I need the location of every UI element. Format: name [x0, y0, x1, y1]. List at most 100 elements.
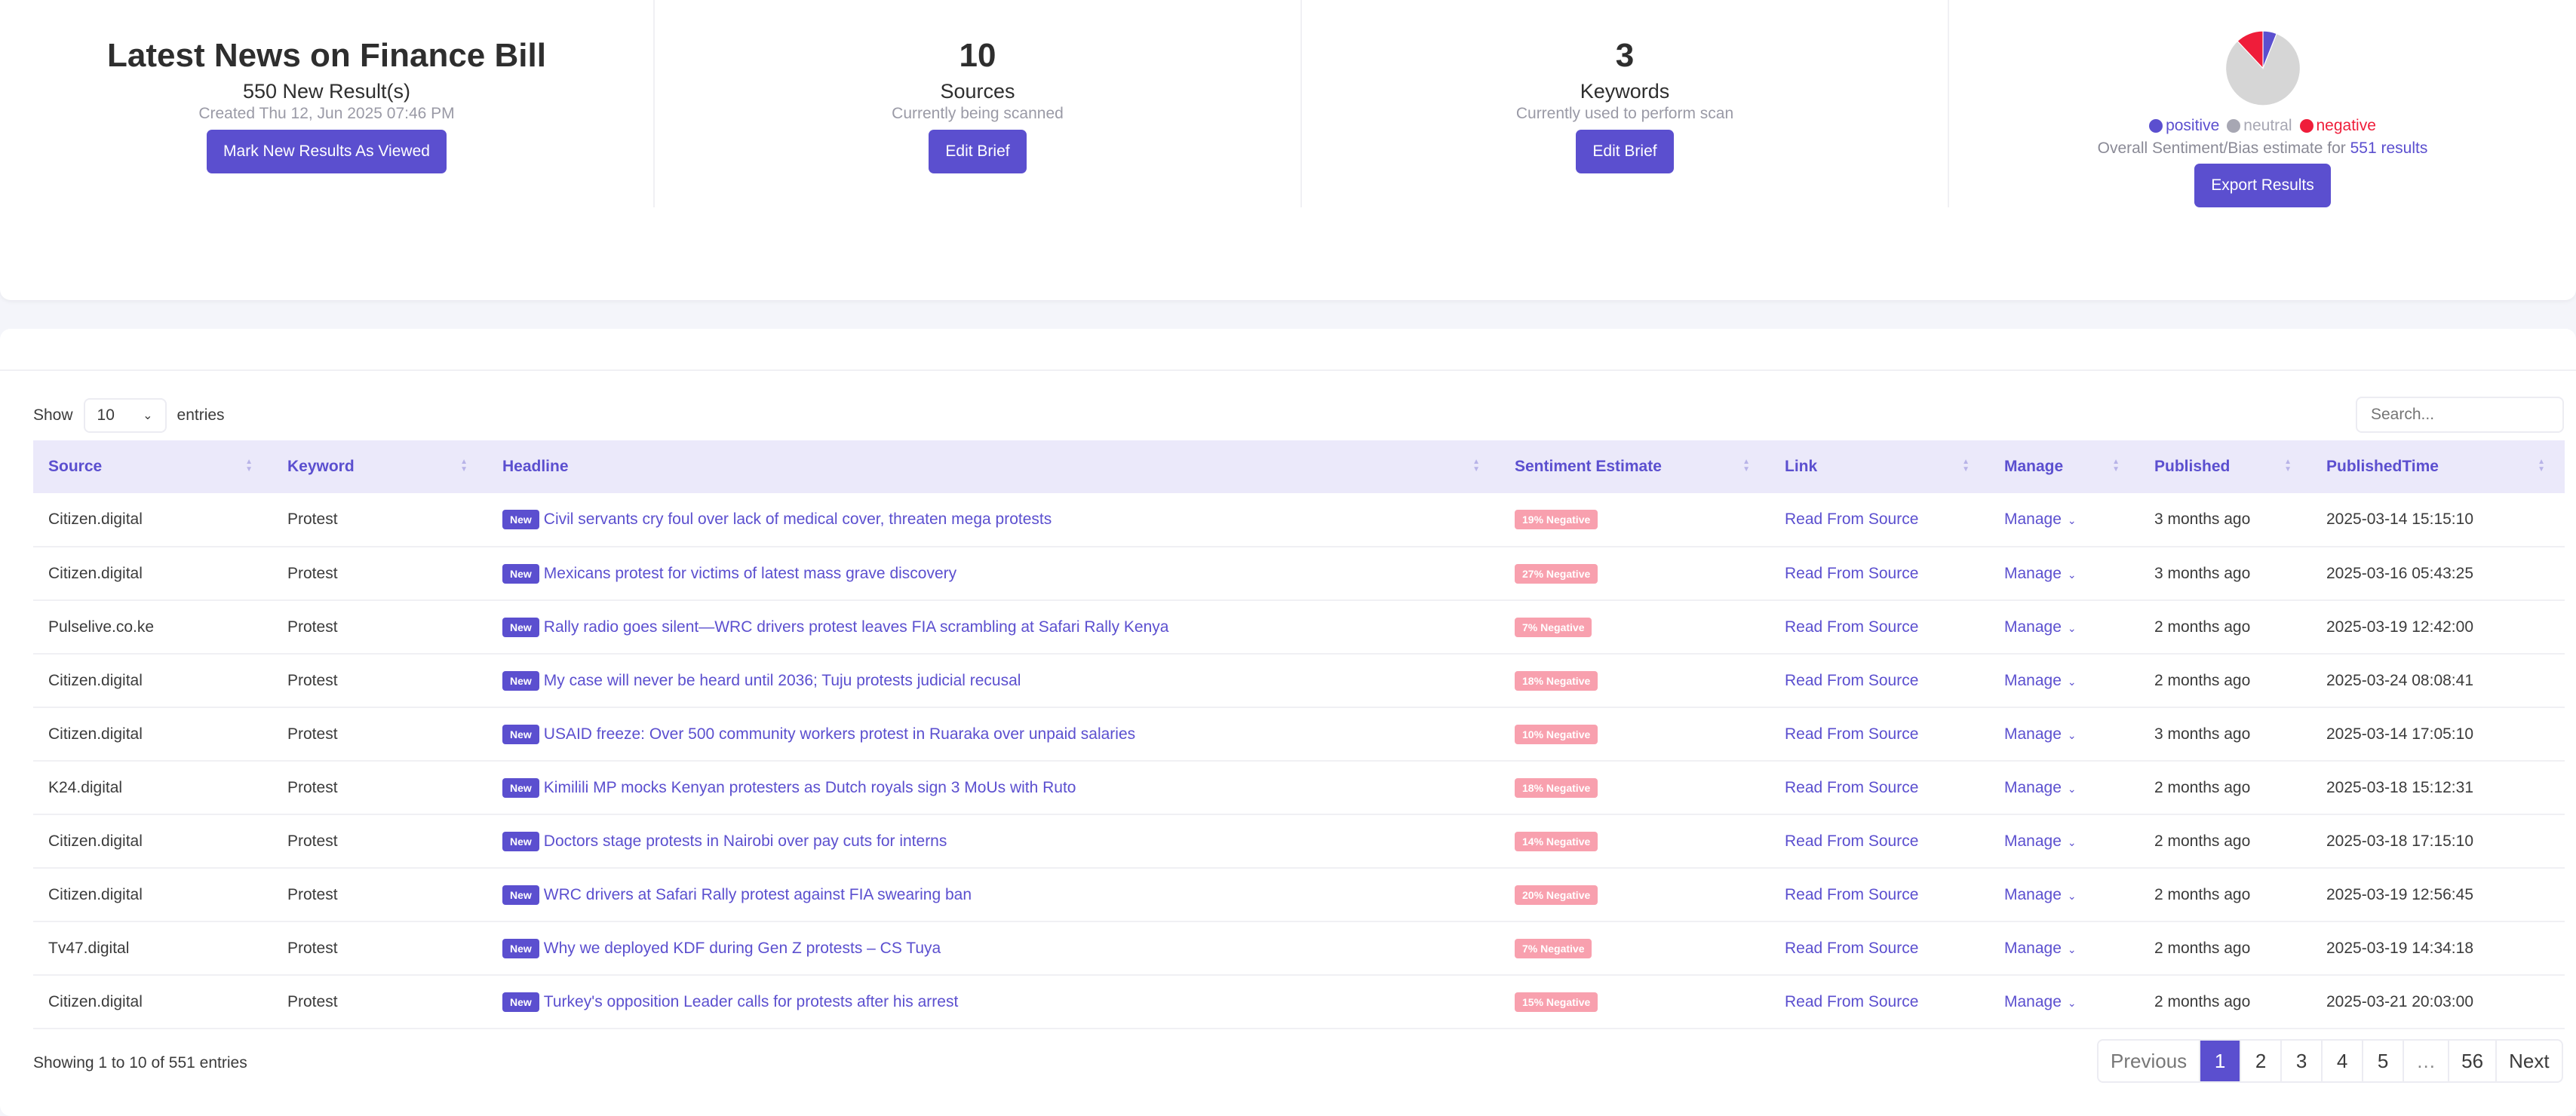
- new-badge: New: [502, 992, 539, 1012]
- column-header-published[interactable]: Published ▲ ▼: [2154, 458, 2292, 475]
- table-row: Citizen.digital Protest New Mexicans protes…: [33, 547, 2565, 600]
- table-row: Citizen.digital Protest New Civil servants …: [33, 493, 2565, 547]
- cell-published-time: 2025-03-19 12:42:00: [2326, 618, 2473, 636]
- table-header-row: Source ▲ ▼ Keyword ▲ ▼ Headline ▲ ▼ Sentiment …: [33, 440, 2565, 493]
- sentiment-badge: 7% Negative: [1515, 617, 1592, 637]
- manage-dropdown[interactable]: Manage ⌄: [2004, 565, 2077, 582]
- page-button-3[interactable]: 3: [2280, 1041, 2321, 1081]
- read-from-source-link[interactable]: Read From Source: [1785, 671, 1919, 689]
- page-button-56[interactable]: 56: [2448, 1041, 2495, 1081]
- manage-dropdown[interactable]: Manage ⌄: [2004, 725, 2077, 743]
- column-header-source[interactable]: Source ▲ ▼: [48, 458, 253, 475]
- manage-dropdown[interactable]: Manage ⌄: [2004, 618, 2077, 636]
- headline-link[interactable]: My case will never be heard until 2036; …: [543, 671, 1021, 689]
- read-from-source-link[interactable]: Read From Source: [1785, 992, 1919, 1010]
- keywords-count: 3: [1615, 37, 1635, 74]
- column-header-link[interactable]: Link ▲ ▼: [1785, 458, 1970, 475]
- manage-dropdown[interactable]: Manage ⌄: [2004, 993, 2077, 1010]
- new-results-count: 550 New Result(s): [242, 80, 411, 103]
- read-from-source-link[interactable]: Read From Source: [1785, 778, 1919, 796]
- cell-sentiment: 15% Negative: [1500, 975, 1770, 1029]
- export-results-button[interactable]: Export Results: [2194, 164, 2331, 207]
- created-date: Created Thu 12, Jun 2025 07:46 PM: [198, 105, 455, 122]
- manage-dropdown[interactable]: Manage ⌄: [2004, 672, 2077, 689]
- read-from-source-link[interactable]: Read From Source: [1785, 939, 1919, 957]
- cell-source: Citizen.digital: [48, 564, 143, 582]
- cell-manage: Manage ⌄: [1989, 654, 2139, 707]
- cell-sentiment: 20% Negative: [1500, 868, 1770, 921]
- column-header-sentiment[interactable]: Sentiment Estimate ▲ ▼: [1515, 458, 1750, 475]
- read-from-source-link[interactable]: Read From Source: [1785, 510, 1919, 528]
- cell-source: Citizen.digital: [48, 885, 143, 903]
- read-from-source-link[interactable]: Read From Source: [1785, 618, 1919, 636]
- read-from-source-link[interactable]: Read From Source: [1785, 725, 1919, 743]
- cell-keyword: Protest: [287, 832, 338, 850]
- overall-sentiment-count[interactable]: 551 results: [2350, 140, 2428, 157]
- headline-link[interactable]: Kimilili MP mocks Kenyan protesters as D…: [543, 778, 1076, 796]
- entries-select[interactable]: 10 ⌄: [83, 398, 167, 433]
- cell-link: Read From Source: [1770, 975, 1989, 1029]
- cell-manage: Manage ⌄: [1989, 600, 2139, 654]
- headline-link[interactable]: Civil servants cry foul over lack of med…: [543, 510, 1052, 528]
- previous-page-button[interactable]: Previous: [2111, 1050, 2188, 1072]
- panel-divider: [0, 369, 2576, 371]
- cell-headline: New Why we deployed KDF during Gen Z prot…: [487, 921, 1500, 975]
- manage-label: Manage: [2004, 564, 2062, 582]
- read-from-source-link[interactable]: Read From Source: [1785, 564, 1919, 582]
- cell-published: 2 months ago: [2154, 992, 2251, 1010]
- cell-source: Citizen.digital: [48, 671, 143, 689]
- column-header-published-time[interactable]: PublishedTime ▲ ▼: [2326, 458, 2545, 475]
- chevron-down-icon: ⌄: [2067, 514, 2077, 526]
- manage-dropdown[interactable]: Manage ⌄: [2004, 832, 2077, 850]
- entries-select-value: 10: [97, 406, 115, 424]
- headline-link[interactable]: Doctors stage protests in Nairobi over p…: [543, 832, 947, 850]
- headline-link[interactable]: Mexicans protest for victims of latest m…: [543, 564, 957, 582]
- sort-icon: ▲ ▼: [245, 458, 253, 474]
- edit-brief-button-keywords[interactable]: Edit Brief: [1576, 130, 1674, 173]
- page-button-5[interactable]: 5: [2362, 1041, 2403, 1081]
- sort-icon: ▲ ▼: [2538, 458, 2545, 474]
- sentiment-badge: 19% Negative: [1515, 510, 1598, 529]
- sources-count: 10: [959, 37, 996, 74]
- overall-sentiment-text: Overall Sentiment/Bias estimate for 551 …: [2098, 140, 2428, 158]
- sort-icon: ▲ ▼: [1742, 458, 1750, 474]
- table-row: K24.digital Protest New Kimilili MP mocks K…: [33, 761, 2565, 814]
- table-row: Citizen.digital Protest New Doctors stage p…: [33, 814, 2565, 868]
- table-row: Citizen.digital Protest New Turkey's opposi…: [33, 975, 2565, 1029]
- sentiment-badge: 18% Negative: [1515, 670, 1598, 691]
- sentiment-badge: 10% Negative: [1515, 724, 1598, 744]
- manage-dropdown[interactable]: Manage ⌄: [2004, 940, 2077, 957]
- edit-brief-button-sources[interactable]: Edit Brief: [929, 130, 1027, 173]
- headline-link[interactable]: Rally radio goes silent—WRC drivers prot…: [543, 618, 1169, 636]
- headline-link[interactable]: WRC drivers at Safari Rally protest agai…: [543, 885, 972, 903]
- manage-dropdown[interactable]: Manage ⌄: [2004, 886, 2077, 903]
- search-input[interactable]: [2356, 397, 2564, 433]
- page-button-1[interactable]: 1: [2199, 1041, 2240, 1081]
- page-button-2[interactable]: 2: [2240, 1041, 2280, 1081]
- column-header-headline[interactable]: Headline ▲ ▼: [502, 458, 1480, 475]
- cell-link: Read From Source: [1770, 600, 1989, 654]
- manage-dropdown[interactable]: Manage ⌄: [2004, 779, 2077, 796]
- summary-panel: Latest News on Finance Bill 550 New Resu…: [0, 0, 2576, 300]
- column-header-manage[interactable]: Manage ▲ ▼: [2004, 458, 2120, 475]
- cell-published: 2 months ago: [2154, 618, 2251, 636]
- results-table-panel: Show 10 ⌄ entries Source▲▼ Keyword▲▼ Hea…: [0, 329, 2576, 1116]
- cell-sentiment: 18% Negative: [1500, 654, 1770, 707]
- legend-neutral: neutral: [2227, 117, 2292, 135]
- headline-link[interactable]: Why we deployed KDF during Gen Z protest…: [543, 939, 941, 957]
- cell-published: 2 months ago: [2154, 832, 2251, 850]
- headline-link[interactable]: Turkey's opposition Leader calls for pro…: [543, 992, 959, 1010]
- manage-dropdown[interactable]: Manage ⌄: [2004, 510, 2077, 528]
- overall-sentiment-label: Overall Sentiment/Bias estimate for: [2097, 140, 2346, 157]
- chevron-down-icon: ⌄: [2067, 943, 2077, 955]
- cell-source: Pulselive.co.ke: [48, 618, 155, 636]
- headline-link[interactable]: USAID freeze: Over 500 community workers…: [543, 725, 1136, 743]
- column-header-keyword[interactable]: Keyword ▲ ▼: [287, 458, 468, 475]
- page-button-4[interactable]: 4: [2321, 1041, 2362, 1081]
- next-page-button[interactable]: Next: [2495, 1041, 2561, 1081]
- read-from-source-link[interactable]: Read From Source: [1785, 885, 1919, 903]
- pie-slice-negative: [2236, 30, 2264, 69]
- read-from-source-link[interactable]: Read From Source: [1785, 832, 1919, 850]
- mark-viewed-button[interactable]: Mark New Results As Viewed: [207, 130, 447, 173]
- cell-headline: New Kimilili MP mocks Kenyan protesters a…: [487, 761, 1500, 814]
